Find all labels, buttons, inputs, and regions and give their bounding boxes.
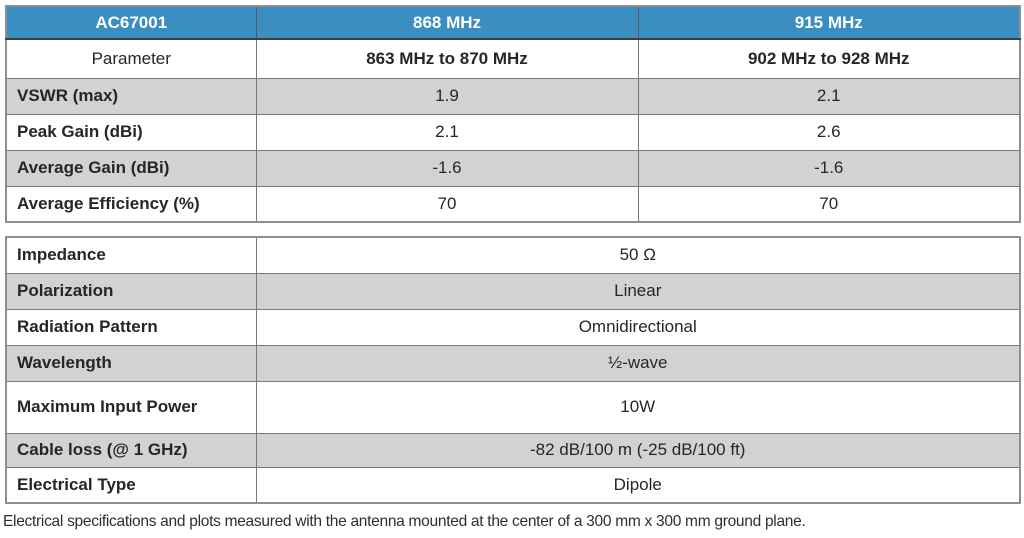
measurement-conditions-note: Electrical specifications and plots meas… bbox=[3, 513, 806, 530]
row-label: VSWR (max) bbox=[5, 77, 257, 115]
row-label: Peak Gain (dBi) bbox=[5, 113, 257, 151]
row-value: Omnidirectional bbox=[255, 308, 1021, 346]
table-row-cable-loss: Cable loss (@ 1 GHz) -82 dB/100 m (-25 d… bbox=[5, 432, 1021, 468]
table-row-average-efficiency: Average Efficiency (%) 70 70 bbox=[5, 185, 1021, 223]
row-value: -82 dB/100 m (-25 dB/100 ft) bbox=[255, 432, 1021, 468]
row-value: 50 Ω bbox=[255, 236, 1021, 274]
row-value: 10W bbox=[255, 380, 1021, 434]
row-label: Radiation Pattern bbox=[5, 308, 257, 346]
value-915: 70 bbox=[637, 185, 1021, 223]
value-915: 2.6 bbox=[637, 113, 1021, 151]
value-868: -1.6 bbox=[255, 149, 639, 187]
parameter-range-row: Parameter 863 MHz to 870 MHz 902 MHz to … bbox=[5, 38, 1021, 79]
row-label: Wavelength bbox=[5, 344, 257, 382]
table-row-peak-gain: Peak Gain (dBi) 2.1 2.6 bbox=[5, 113, 1021, 151]
table-row-maximum-input-power: Maximum Input Power 10W bbox=[5, 380, 1021, 434]
band-868-header-cell: 868 MHz bbox=[255, 5, 639, 40]
row-value: Linear bbox=[255, 272, 1021, 310]
row-label: Cable loss (@ 1 GHz) bbox=[5, 432, 257, 468]
range-868-cell: 863 MHz to 870 MHz bbox=[255, 38, 639, 79]
table-row-polarization: Polarization Linear bbox=[5, 272, 1021, 310]
table-row-wavelength: Wavelength ½-wave bbox=[5, 344, 1021, 382]
table-row-radiation-pattern: Radiation Pattern Omnidirectional bbox=[5, 308, 1021, 346]
band-915-header-cell: 915 MHz bbox=[637, 5, 1021, 40]
table-header-row: AC67001 868 MHz 915 MHz bbox=[5, 5, 1021, 40]
row-label: Maximum Input Power bbox=[5, 380, 257, 434]
value-915: 2.1 bbox=[637, 77, 1021, 115]
table-row-electrical-type: Electrical Type Dipole bbox=[5, 466, 1021, 504]
value-868: 2.1 bbox=[255, 113, 639, 151]
range-915-cell: 902 MHz to 928 MHz bbox=[637, 38, 1021, 79]
row-value: ½-wave bbox=[255, 344, 1021, 382]
value-915: -1.6 bbox=[637, 149, 1021, 187]
frequency-spec-table: AC67001 868 MHz 915 MHz Parameter 863 MH… bbox=[5, 5, 1021, 223]
row-label: Polarization bbox=[5, 272, 257, 310]
row-value: Dipole bbox=[255, 466, 1021, 504]
parameter-heading-cell: Parameter bbox=[5, 38, 257, 79]
row-label: Impedance bbox=[5, 236, 257, 274]
row-label: Average Efficiency (%) bbox=[5, 185, 257, 223]
row-label: Electrical Type bbox=[5, 466, 257, 504]
value-868: 70 bbox=[255, 185, 639, 223]
table-row-vswr: VSWR (max) 1.9 2.1 bbox=[5, 77, 1021, 115]
model-number-cell: AC67001 bbox=[5, 5, 257, 40]
table-row-average-gain: Average Gain (dBi) -1.6 -1.6 bbox=[5, 149, 1021, 187]
row-label: Average Gain (dBi) bbox=[5, 149, 257, 187]
general-spec-table: Impedance 50 Ω Polarization Linear Radia… bbox=[5, 236, 1021, 504]
value-868: 1.9 bbox=[255, 77, 639, 115]
table-row-impedance: Impedance 50 Ω bbox=[5, 236, 1021, 274]
